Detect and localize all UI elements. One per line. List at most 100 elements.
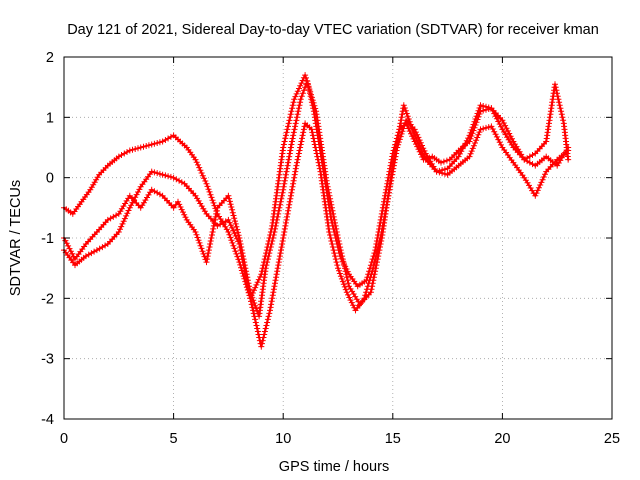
plus-marker bbox=[543, 84, 558, 145]
plus-marker bbox=[488, 123, 504, 148]
plus-marker bbox=[324, 180, 341, 238]
y-tick-label: -4 bbox=[41, 412, 54, 428]
plus-marker bbox=[488, 105, 504, 121]
plus-marker bbox=[477, 124, 492, 133]
plus-marker bbox=[560, 120, 571, 160]
plus-marker bbox=[335, 265, 349, 293]
plus-marker bbox=[565, 156, 572, 163]
plus-marker bbox=[258, 310, 273, 350]
plus-marker bbox=[422, 156, 438, 173]
plus-marker bbox=[521, 152, 536, 163]
plus-marker bbox=[192, 229, 209, 263]
plus-marker bbox=[499, 144, 515, 164]
plus-marker bbox=[446, 149, 460, 163]
plus-marker bbox=[280, 141, 295, 193]
y-axis-label: SDTVAR / TECUs bbox=[8, 180, 24, 296]
plus-marker bbox=[159, 133, 174, 145]
y-tick-label: 2 bbox=[46, 50, 54, 66]
plus-marker bbox=[455, 155, 471, 169]
plus-marker bbox=[271, 189, 286, 235]
plus-marker bbox=[356, 291, 372, 308]
plus-marker bbox=[170, 174, 185, 186]
plus-marker bbox=[159, 192, 175, 209]
plus-marker bbox=[308, 126, 323, 172]
plus-marker bbox=[367, 238, 385, 296]
y-tick-label: 0 bbox=[46, 171, 54, 187]
plus-marker bbox=[115, 207, 132, 235]
plus-marker bbox=[466, 129, 483, 160]
plus-marker bbox=[203, 180, 220, 215]
plus-marker bbox=[326, 229, 341, 269]
plus-marker bbox=[346, 283, 362, 305]
plus-marker bbox=[302, 120, 313, 131]
plus-marker bbox=[148, 139, 163, 148]
plus-marker bbox=[532, 140, 547, 157]
plus-marker bbox=[192, 156, 209, 184]
series-track-2 bbox=[61, 117, 572, 350]
plus-marker bbox=[466, 105, 483, 139]
plus-marker bbox=[170, 132, 181, 143]
x-tick-label: 20 bbox=[494, 431, 510, 447]
plus-marker bbox=[177, 138, 188, 149]
plus-marker bbox=[499, 126, 515, 148]
x-tick-label: 5 bbox=[170, 431, 178, 447]
plus-marker bbox=[78, 189, 92, 205]
plus-marker bbox=[477, 102, 492, 111]
plus-marker bbox=[225, 192, 242, 239]
chart-title: Day 121 of 2021, Sidereal Day-to-day VTE… bbox=[67, 22, 599, 38]
plus-marker bbox=[181, 180, 197, 197]
plus-marker bbox=[137, 171, 153, 190]
plus-marker bbox=[510, 159, 526, 179]
plus-marker bbox=[192, 192, 208, 215]
plus-marker bbox=[532, 155, 547, 169]
plus-marker bbox=[87, 174, 101, 193]
plus-marker bbox=[378, 165, 396, 241]
plus-marker bbox=[214, 210, 230, 233]
plus-marker bbox=[267, 262, 282, 314]
x-tick-label: 0 bbox=[60, 431, 68, 447]
data-series bbox=[61, 72, 572, 350]
plus-marker bbox=[433, 166, 448, 175]
plus-marker bbox=[499, 117, 515, 142]
plus-marker bbox=[137, 142, 152, 151]
plus-marker bbox=[225, 216, 242, 245]
plus-marker bbox=[275, 213, 290, 266]
plus-marker bbox=[302, 72, 319, 112]
axis-ticks: 0 5 10 15 20 25 -4 -3 -2 -1 0 1 2 bbox=[41, 50, 620, 447]
plus-marker bbox=[400, 102, 417, 136]
plus-marker bbox=[148, 186, 163, 198]
plus-marker bbox=[170, 201, 179, 211]
plus-marker bbox=[137, 189, 154, 211]
plus-marker bbox=[354, 278, 368, 290]
plus-marker bbox=[554, 149, 569, 163]
plus-marker bbox=[335, 235, 352, 287]
plus-marker bbox=[389, 105, 407, 169]
plus-marker bbox=[82, 248, 98, 260]
plus-marker bbox=[104, 231, 120, 247]
plus-marker bbox=[104, 212, 120, 223]
plus-marker bbox=[280, 99, 297, 151]
plus-marker bbox=[104, 155, 120, 169]
series-track-3 bbox=[61, 72, 572, 308]
plus-marker bbox=[429, 153, 442, 165]
plus-marker bbox=[258, 225, 275, 278]
x-tick-label: 10 bbox=[275, 431, 291, 447]
plus-marker bbox=[203, 210, 219, 227]
y-tick-label: -2 bbox=[41, 291, 54, 307]
x-axis-label: GPS time / hours bbox=[279, 459, 389, 475]
plus-marker bbox=[126, 186, 143, 211]
plus-marker bbox=[289, 99, 304, 145]
plus-marker bbox=[159, 171, 174, 180]
plus-marker bbox=[69, 201, 83, 217]
plus-marker bbox=[438, 157, 450, 166]
plus-marker bbox=[269, 147, 286, 229]
plus-marker bbox=[552, 81, 567, 124]
plus-marker bbox=[411, 132, 428, 160]
plus-marker bbox=[247, 273, 264, 302]
plus-marker bbox=[183, 144, 197, 161]
plus-marker bbox=[313, 108, 330, 184]
plus-marker bbox=[175, 198, 189, 221]
series-track bbox=[62, 119, 570, 348]
plus-marker bbox=[82, 231, 98, 247]
y-tick-label: -3 bbox=[41, 352, 54, 368]
